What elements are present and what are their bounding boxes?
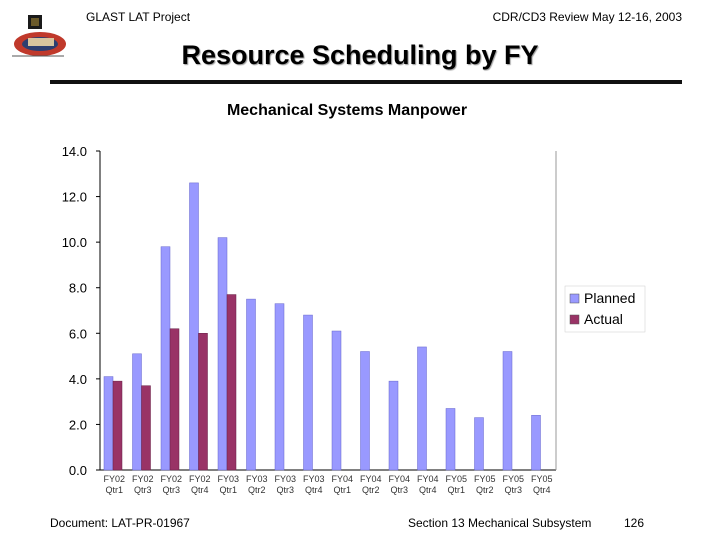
legend-label-planned: Planned: [584, 290, 635, 306]
x-tick-label-fy: FY04: [388, 474, 410, 484]
y-tick-label: 14.0: [62, 144, 87, 159]
y-tick-label: 8.0: [69, 281, 87, 296]
x-tick-label-fy: FY02: [132, 474, 154, 484]
footer-section: Section 13 Mechanical Subsystem: [408, 516, 592, 530]
bar-planned-fy03-qtr2: [246, 298, 256, 471]
y-tick-label: 4.0: [69, 372, 87, 387]
x-tick-label-qtr: Qtr3: [134, 485, 152, 495]
x-tick-label-qtr: Qtr1: [447, 485, 465, 495]
title-divider: [50, 80, 682, 84]
bar-planned-fy02-qtr4: [189, 182, 199, 471]
header-project-name: GLAST LAT Project: [86, 10, 191, 24]
y-tick-label: 2.0: [69, 417, 87, 432]
x-tick-label-fy: FY03: [303, 474, 325, 484]
x-tick-label-fy: FY05: [445, 474, 467, 484]
bar-actual-fy02-qtr4: [198, 333, 208, 471]
bar-planned-fy05-qtr2: [474, 417, 484, 471]
footer-page-number: 126: [624, 516, 645, 530]
y-tick-label: 6.0: [69, 326, 87, 341]
header-review-date: CDR/CD3 Review May 12-16, 2003: [492, 10, 682, 24]
x-tick-label-fy: FY04: [417, 474, 439, 484]
bar-planned-fy02-qtr3: [132, 353, 142, 471]
bar-planned-fy02-qtr1: [103, 376, 114, 471]
footer-document-id: Document: LAT-PR-01967: [50, 516, 190, 530]
x-tick-label-fy: FY05: [502, 474, 524, 484]
x-tick-label-fy: FY02: [189, 474, 211, 484]
bar-actual-fy02-qtr3: [141, 385, 151, 471]
x-tick-label-qtr: Qtr4: [419, 485, 437, 495]
x-tick-label-qtr: Qtr4: [305, 485, 323, 495]
x-tick-label-qtr: Qtr2: [362, 485, 380, 495]
x-tick-label-fy: FY02: [103, 474, 125, 484]
x-tick-label-qtr: Qtr3: [276, 485, 294, 495]
x-tick-label-fy: FY05: [531, 474, 553, 484]
x-tick-label-qtr: Qtr4: [191, 485, 209, 495]
legend-swatch-planned: [569, 293, 580, 304]
bar-planned-fy04-qtr1: [331, 330, 342, 471]
bar-planned-fy04-qtr2: [360, 351, 370, 471]
x-tick-label-qtr: Qtr1: [333, 485, 351, 495]
y-tick-label: 12.0: [62, 190, 87, 205]
bar-planned-fy03-qtr3: [274, 303, 285, 471]
glast-mission-logo-icon: [12, 15, 66, 57]
x-tick-label-fy: FY03: [246, 474, 268, 484]
y-tick-label: 10.0: [62, 235, 87, 250]
bar-planned-fy02-qtr3: [160, 246, 171, 471]
bar-planned-fy05-qtr1: [445, 408, 456, 471]
bar-actual-fy02-qtr3: [169, 328, 180, 471]
bar-actual-fy02-qtr1: [112, 380, 123, 471]
x-tick-label-qtr: Qtr2: [248, 485, 266, 495]
bar-planned-fy05-qtr4: [531, 415, 541, 471]
x-tick-label-qtr: Qtr1: [105, 485, 123, 495]
x-tick-label-qtr: Qtr4: [533, 485, 551, 495]
x-tick-label-fy: FY03: [217, 474, 239, 484]
legend-label-actual: Actual: [584, 311, 623, 327]
x-tick-label-fy: FY03: [274, 474, 296, 484]
x-tick-label-qtr: Qtr2: [476, 485, 494, 495]
x-tick-label-qtr: Qtr3: [390, 485, 408, 495]
legend-box: [564, 285, 646, 333]
manpower-chart: Mechanical Systems Manpower 0.0 2.0 4.0 6.0 8…: [62, 102, 646, 495]
bar-planned-fy03-qtr4: [303, 314, 313, 471]
slide-title: Resource Scheduling by FY: [181, 40, 539, 70]
x-tick-label-fy: FY04: [360, 474, 382, 484]
x-tick-label-fy: FY05: [474, 474, 496, 484]
bar-planned-fy04-qtr4: [417, 346, 427, 471]
bar-planned-fy03-qtr1: [217, 237, 228, 471]
chart-title: Mechanical Systems Manpower: [227, 102, 467, 119]
x-tick-label-fy: FY04: [331, 474, 353, 484]
legend-swatch-actual: [569, 314, 580, 325]
x-tick-label-qtr: Qtr3: [504, 485, 522, 495]
bar-planned-fy04-qtr3: [388, 380, 399, 471]
bar-planned-fy05-qtr3: [502, 351, 513, 471]
bar-actual-fy03-qtr1: [226, 294, 237, 471]
y-tick-label: 0.0: [69, 463, 87, 478]
x-tick-label-qtr: Qtr1: [219, 485, 237, 495]
x-tick-label-qtr: Qtr3: [162, 485, 180, 495]
x-tick-label-fy: FY02: [160, 474, 182, 484]
